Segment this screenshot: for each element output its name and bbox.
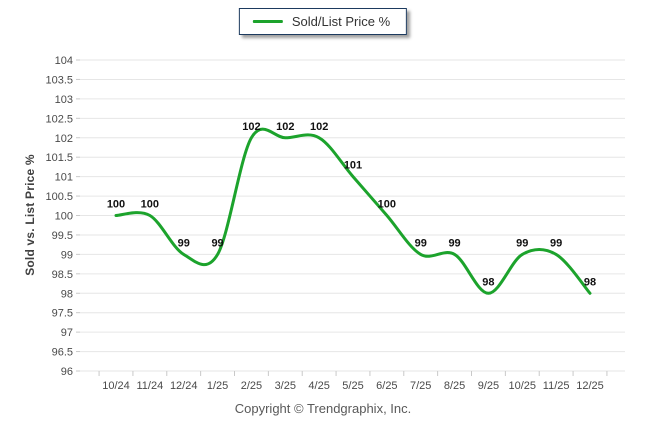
x-tick-label: 5/25 xyxy=(342,380,363,392)
y-tick-label: 96 xyxy=(61,366,73,378)
series-line xyxy=(114,127,592,295)
y-tick-label: 100.5 xyxy=(45,191,73,203)
point-label: 99 xyxy=(178,237,190,249)
y-tick-label: 102.5 xyxy=(45,113,73,125)
x-tick-label: 9/25 xyxy=(478,380,499,392)
point-label: 102 xyxy=(276,121,294,133)
y-tick-label: 104 xyxy=(55,55,73,67)
point-label: 99 xyxy=(415,237,427,249)
y-tick-label: 101 xyxy=(55,172,73,184)
x-tick-label: 3/25 xyxy=(275,380,296,392)
point-label: 102 xyxy=(310,121,328,133)
y-tick-label: 98 xyxy=(61,288,73,300)
point-label: 100 xyxy=(378,199,396,211)
y-tick-label: 98.5 xyxy=(52,269,73,281)
point-label: 100 xyxy=(141,199,159,211)
y-tick-label: 97.5 xyxy=(52,308,73,320)
y-tick-label: 99.5 xyxy=(52,230,73,242)
y-tick-label: 101.5 xyxy=(45,152,73,164)
copyright-text: Copyright © Trendgraphix, Inc. xyxy=(234,401,412,416)
x-tick-label: 6/25 xyxy=(376,380,397,392)
y-tick-label: 99 xyxy=(61,249,73,261)
point-label: 102 xyxy=(242,121,260,133)
x-tick-label: 1/25 xyxy=(207,380,228,392)
x-tick-label: 12/24 xyxy=(170,380,198,392)
point-label: 99 xyxy=(448,237,460,249)
point-label: 99 xyxy=(211,237,223,249)
x-tick-label: 10/25 xyxy=(509,380,537,392)
y-tick-label: 103 xyxy=(55,94,73,106)
legend: Sold/List Price % xyxy=(238,8,408,35)
point-label: 99 xyxy=(550,237,562,249)
point-label: 98 xyxy=(584,276,596,288)
y-tick-label: 103.5 xyxy=(45,74,73,86)
point-label: 101 xyxy=(344,160,362,172)
legend-line-swatch xyxy=(252,20,283,23)
y-tick-label: 102 xyxy=(55,133,73,145)
legend-label: Sold/List Price % xyxy=(291,14,391,29)
x-tick-label: 12/25 xyxy=(576,380,604,392)
point-label: 99 xyxy=(516,237,528,249)
x-tick-label: 11/24 xyxy=(136,380,163,392)
point-label: 98 xyxy=(482,276,494,288)
x-tick-label: 10/24 xyxy=(102,380,130,392)
y-tick-label: 97 xyxy=(61,327,73,339)
x-tick-label: 8/25 xyxy=(444,380,465,392)
x-tick-label: 11/25 xyxy=(543,380,570,392)
x-tick-label: 4/25 xyxy=(308,380,329,392)
x-tick-label: 2/25 xyxy=(241,380,262,392)
x-tick-label: 7/25 xyxy=(410,380,431,392)
point-label: 100 xyxy=(107,199,125,211)
y-tick-label: 96.5 xyxy=(52,347,73,359)
y-tick-label: 100 xyxy=(55,211,73,223)
